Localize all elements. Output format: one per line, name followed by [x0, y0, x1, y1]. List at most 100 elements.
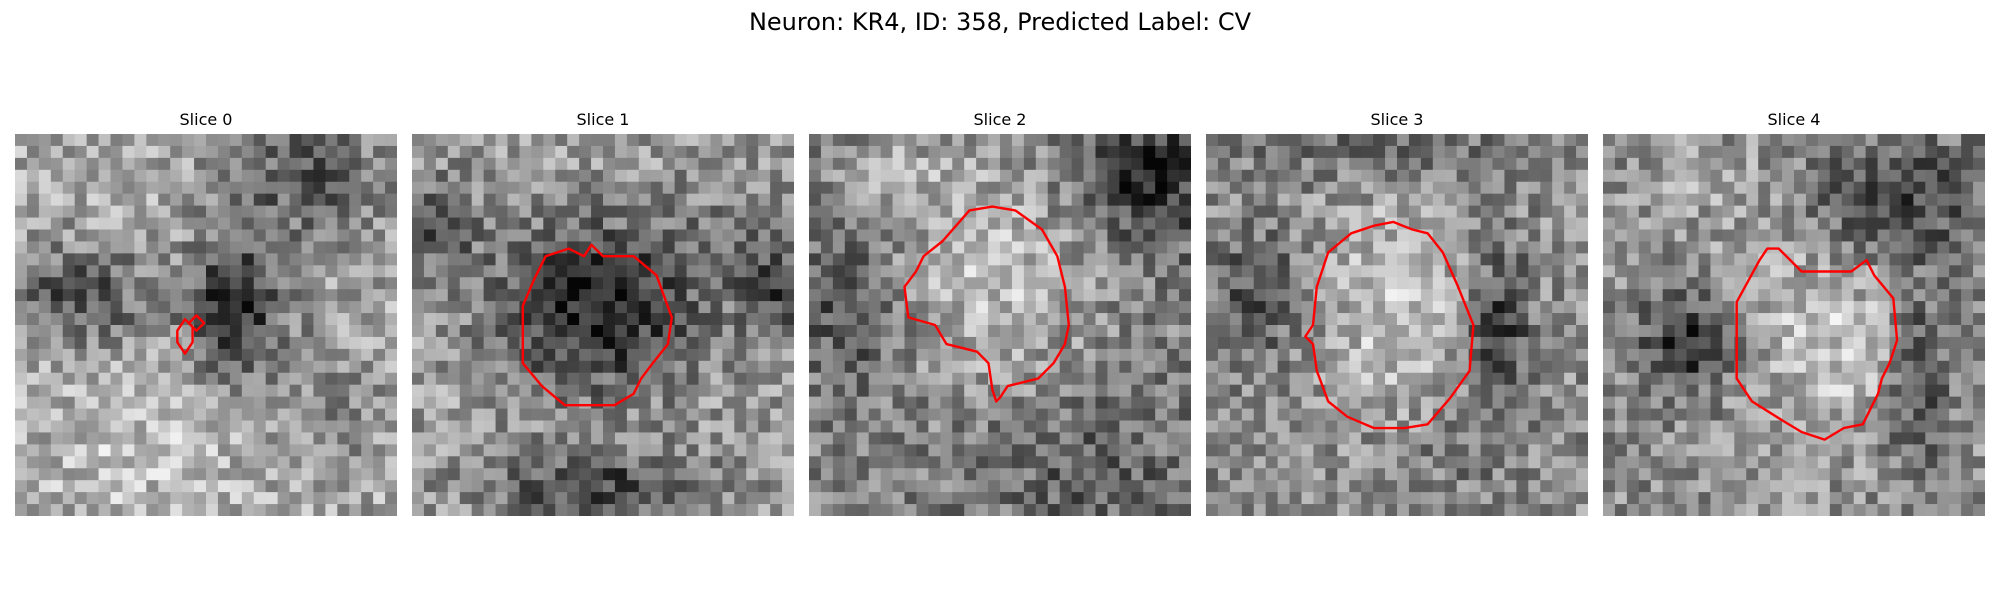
pixel: [662, 313, 676, 326]
pixel: [710, 420, 723, 434]
pixel: [1408, 169, 1422, 183]
pixel: [976, 360, 989, 374]
pixel: [325, 134, 338, 147]
pixel: [555, 277, 568, 290]
pixel: [1710, 229, 1723, 243]
pixel: [844, 157, 858, 171]
pixel: [1385, 289, 1398, 302]
pixel: [1626, 360, 1640, 374]
pixel: [495, 181, 509, 195]
pixel: [62, 432, 76, 445]
pixel: [1841, 384, 1855, 398]
pixel: [1011, 253, 1025, 266]
pixel: [1564, 229, 1577, 243]
pixel: [146, 205, 159, 219]
pixel: [1638, 205, 1652, 219]
pixel: [868, 181, 882, 195]
pixel: [1805, 325, 1819, 338]
pixel: [1095, 325, 1109, 338]
pixel: [459, 277, 473, 290]
pixel: [638, 492, 652, 505]
pixel: [217, 372, 231, 386]
pixel: [1734, 145, 1747, 159]
pixel: [626, 504, 640, 516]
pixel: [603, 336, 616, 350]
pixel: [170, 372, 183, 386]
pixel: [1925, 205, 1938, 219]
pixel: [1301, 504, 1315, 516]
pixel: [325, 181, 338, 195]
pixel: [868, 253, 882, 266]
pixel: [1937, 360, 1950, 374]
pixel: [1949, 289, 1962, 302]
pixel: [1973, 241, 1985, 254]
pixel: [519, 480, 532, 493]
pixel: [519, 301, 532, 314]
pixel: [1758, 157, 1771, 171]
pixel: [904, 468, 918, 481]
pixel: [1313, 313, 1326, 326]
pixel: [567, 157, 580, 171]
pixel: [289, 301, 303, 314]
pixel: [614, 193, 628, 207]
pixel: [1047, 313, 1061, 326]
pixel: [1107, 360, 1120, 374]
pixel: [1817, 253, 1831, 266]
pixel: [26, 420, 40, 434]
pixel: [1373, 384, 1386, 398]
pixel: [555, 253, 568, 266]
pixel: [349, 301, 362, 314]
pixel: [1265, 313, 1279, 326]
pixel: [1206, 456, 1219, 469]
pixel: [349, 145, 362, 159]
pixel: [1023, 444, 1037, 457]
pixel: [916, 396, 929, 410]
pixel: [1361, 289, 1374, 302]
pixel: [1373, 456, 1386, 469]
pixel: [782, 408, 794, 422]
pixel: [423, 217, 437, 231]
pixel: [1710, 181, 1723, 195]
pixel: [976, 408, 989, 422]
pixel: [1794, 336, 1807, 350]
pixel: [1468, 301, 1482, 314]
pixel: [1865, 420, 1879, 434]
pixel: [265, 325, 279, 338]
pixel: [423, 145, 437, 159]
pixel: [856, 372, 870, 386]
pixel: [38, 157, 52, 171]
pixel: [1805, 241, 1819, 254]
pixel: [86, 157, 100, 171]
pixel: [1937, 336, 1950, 350]
pixel: [856, 384, 870, 398]
pixel: [1206, 217, 1219, 231]
pixel: [1047, 444, 1061, 457]
pixel: [15, 396, 28, 410]
pixel: [892, 504, 906, 516]
pixel: [495, 456, 509, 469]
pixel: [459, 420, 473, 434]
pixel: [1626, 181, 1640, 195]
pixel: [1674, 265, 1688, 278]
pixel: [1528, 181, 1541, 195]
pixel: [1913, 313, 1926, 326]
pixel: [952, 408, 965, 422]
pixel: [62, 325, 76, 338]
pixel: [1229, 253, 1243, 266]
pixel: [1552, 241, 1565, 254]
pixel: [1059, 229, 1073, 243]
pixel: [194, 420, 207, 434]
pixel: [543, 145, 556, 159]
pixel: [158, 372, 171, 386]
pixel: [674, 456, 688, 469]
pixel: [916, 384, 929, 398]
pixel: [758, 134, 771, 147]
pixel: [1313, 444, 1326, 457]
pixel: [614, 217, 628, 231]
pixel: [1217, 229, 1231, 243]
pixel: [1035, 134, 1049, 147]
pixel: [555, 468, 568, 481]
pixel: [1361, 444, 1374, 457]
pixel: [1686, 396, 1700, 410]
pixel: [734, 360, 747, 374]
